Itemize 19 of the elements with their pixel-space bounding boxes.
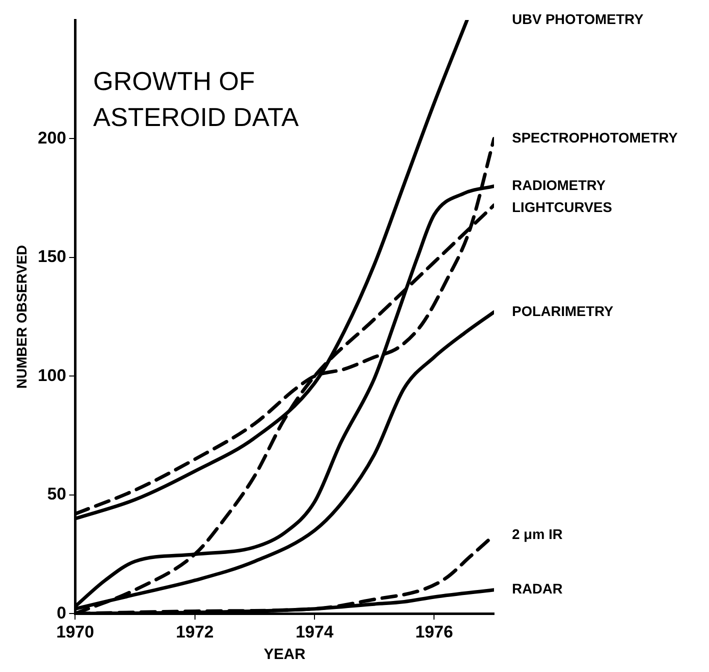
series-label: RADAR [512, 580, 563, 597]
x-tick-label: 1976 [415, 622, 454, 642]
y-tick-label: 100 [38, 366, 66, 385]
series-label: RADIOMETRY [512, 177, 606, 194]
x-tick-label: 1970 [56, 622, 94, 642]
y-tick-label: 150 [38, 247, 66, 266]
series-label: 2 μm IR [512, 526, 563, 542]
text: UBV PHOTOMETRY [512, 10, 644, 27]
y-tick-label: 200 [38, 128, 66, 148]
series-label: POLARIMETRY [512, 302, 614, 319]
y-tick-label: 0 [56, 603, 66, 622]
series-label: SPECTROPHOTOMETRY [512, 130, 678, 146]
text: GROWTH OF ASTEROID DATA [93, 66, 300, 132]
x-tick-label: 1974 [296, 622, 334, 642]
x-tick-label: 1972 [176, 622, 214, 642]
series-label: LIGHTCURVES [512, 199, 612, 216]
y-tick-label: 50 [47, 484, 66, 504]
y-axis-title: NUMBER OBSERVED [13, 244, 30, 389]
x-axis-title: YEAR [264, 646, 306, 664]
